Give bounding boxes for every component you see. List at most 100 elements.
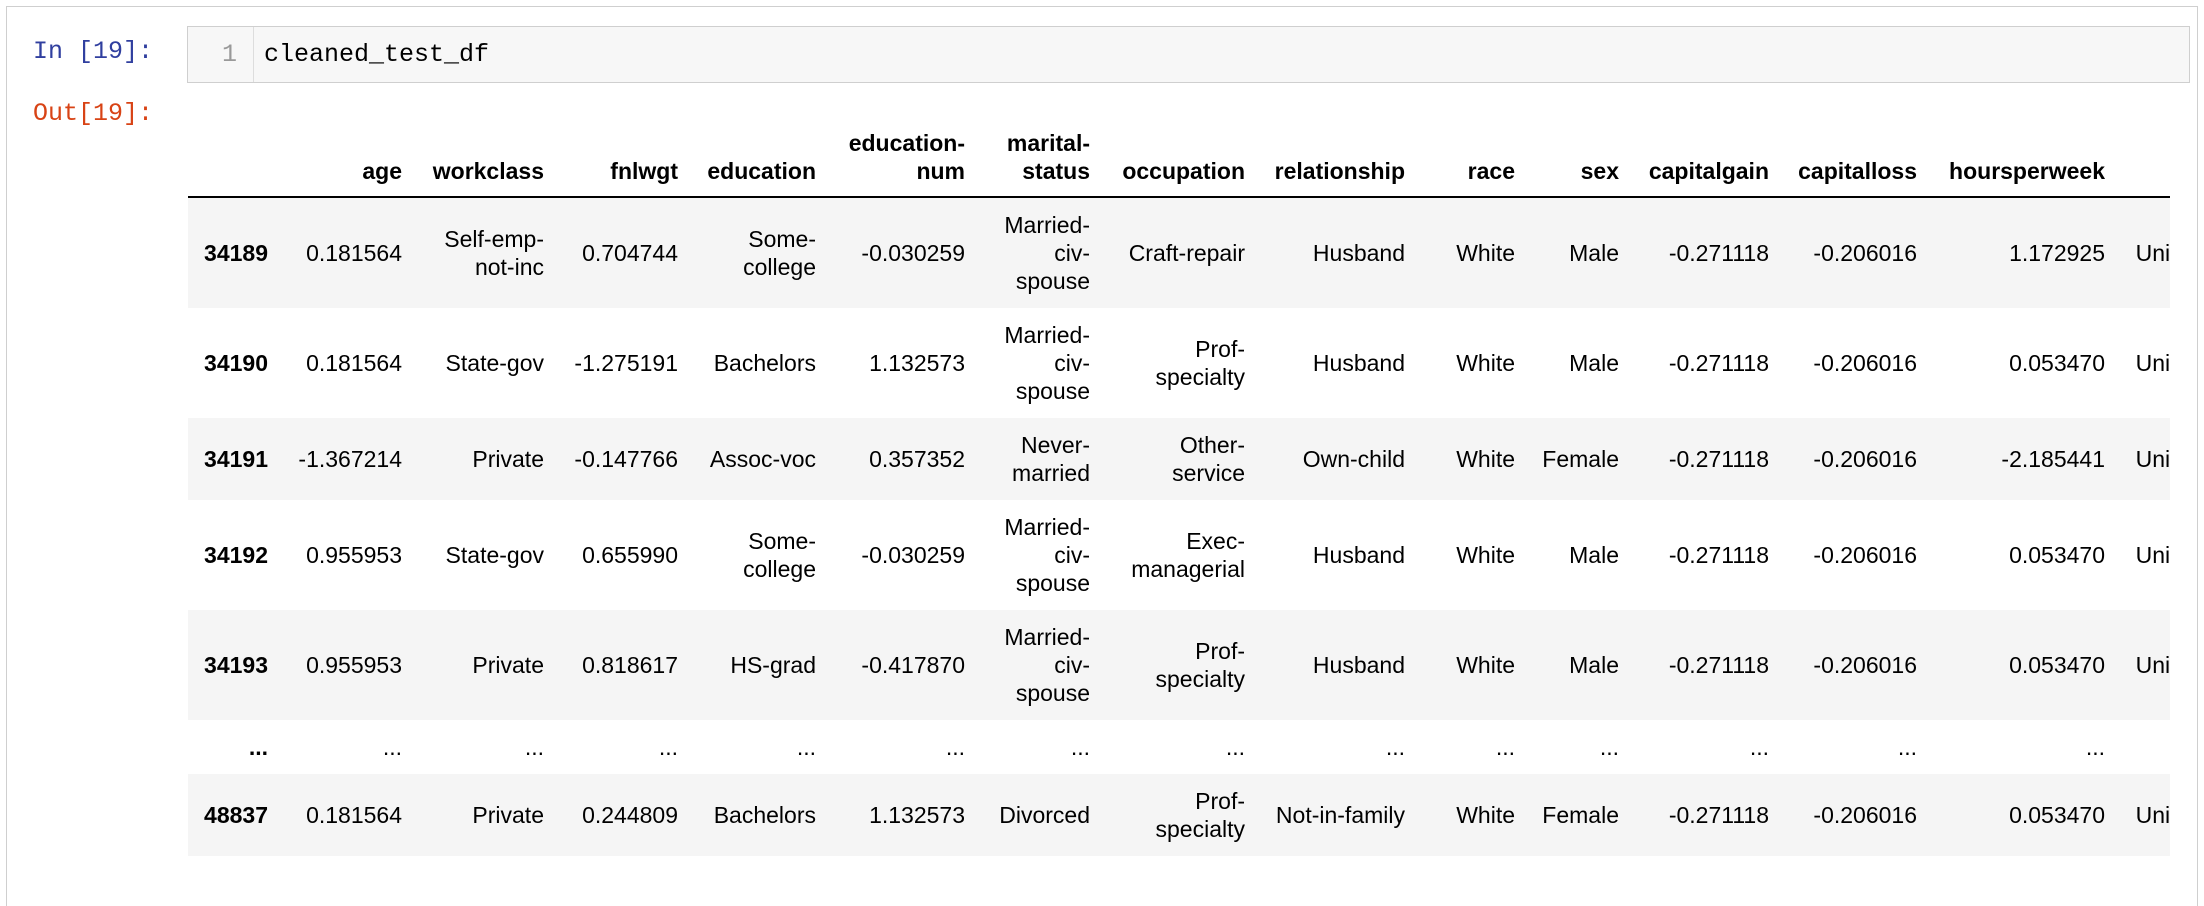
table-cell: 0.053470	[2009, 802, 2105, 828]
table-cell: Male	[1569, 652, 1619, 678]
table-cell: United-States	[2135, 652, 2170, 678]
table-cell: Female	[1542, 446, 1619, 472]
table-row: 34193 0.955953 Private 0.818617 HS-grad -0.41…	[188, 610, 2170, 720]
column-header: sex	[1528, 118, 1632, 198]
table-cell: 0.181564	[306, 802, 402, 828]
table-cell: ...	[796, 734, 816, 760]
table-cell: Male	[1569, 240, 1619, 266]
table-cell: Prof-specialty	[1155, 788, 1245, 842]
table-cell: 0.053470	[2009, 542, 2105, 568]
table-cell: White	[1456, 446, 1515, 472]
column-header: education	[691, 118, 829, 198]
table-cell: Private	[472, 652, 544, 678]
table-cell: Prof-specialty	[1155, 638, 1245, 692]
column-header: occupation	[1103, 118, 1258, 198]
header-row: age workclass fnlwgt education education-num…	[188, 118, 2170, 198]
table-cell: 1.172925	[2009, 240, 2105, 266]
column-header: relationship	[1258, 118, 1418, 198]
table-cell: Bachelors	[713, 802, 816, 828]
table-cell: ...	[658, 734, 678, 760]
table-row: 34192 0.955953 State-gov 0.655990 Some-colle…	[188, 500, 2170, 610]
table-cell: -0.206016	[1813, 802, 1917, 828]
table-row: 48837 0.181564 Private 0.244809 Bachelors 1.1…	[188, 774, 2170, 856]
table-cell: Some-college	[743, 226, 816, 280]
table-cell: -1.275191	[574, 350, 678, 376]
table-cell: ...	[1385, 734, 1405, 760]
table-cell: Husband	[1312, 240, 1405, 266]
table-cell: 0.181564	[306, 240, 402, 266]
table-cell: Husband	[1312, 542, 1405, 568]
table-cell: United-States	[2135, 802, 2170, 828]
table-cell: ...	[1070, 734, 1090, 760]
table-cell: 0.357352	[869, 446, 965, 472]
table-row: 34190 0.181564 State-gov -1.275191 Bachelors…	[188, 308, 2170, 418]
table-cell: -0.271118	[1668, 542, 1769, 568]
table-row: ........................................…	[188, 720, 2170, 774]
column-header: marital-status	[978, 118, 1103, 198]
table-cell: -0.206016	[1813, 542, 1917, 568]
table-cell: 1.132573	[869, 802, 965, 828]
table-cell: Own-child	[1302, 446, 1405, 472]
table-cell: Married-civ-spouse	[1004, 322, 1090, 404]
table-cell: 0.955953	[306, 652, 402, 678]
column-header: capitalgain	[1632, 118, 1782, 198]
table-cell: Married-civ-spouse	[1004, 514, 1090, 596]
table-cell: Never-married	[1012, 432, 1090, 486]
table-cell: -0.417870	[861, 652, 965, 678]
table-cell: Divorced	[999, 802, 1090, 828]
column-header: age	[281, 118, 415, 198]
table-cell: ...	[1599, 734, 1619, 760]
table-cell: -0.206016	[1813, 652, 1917, 678]
table-cell: Bachelors	[713, 350, 816, 376]
table-cell: HS-grad	[730, 652, 816, 678]
table-cell: 0.655990	[582, 542, 678, 568]
table-cell: -0.271118	[1668, 802, 1769, 828]
table-cell: -0.206016	[1813, 240, 1917, 266]
table-cell: -0.271118	[1668, 240, 1769, 266]
column-header: education-num	[829, 118, 978, 198]
output-area: age workclass fnlwgt education education-num…	[188, 118, 2170, 878]
table-cell: ...	[1897, 734, 1917, 760]
code-text[interactable]: cleaned_test_df	[264, 40, 490, 69]
code-editor[interactable]: 1 cleaned_test_df	[187, 26, 2190, 83]
table-cell: ...	[382, 734, 402, 760]
table-cell: United-States	[2135, 542, 2170, 568]
column-header: fnlwgt	[557, 118, 691, 198]
table-cell: 0.955953	[306, 542, 402, 568]
column-header: hoursperweek	[1930, 118, 2118, 198]
line-number: 1	[188, 27, 254, 82]
table-cell: Married-civ-spouse	[1004, 212, 1090, 294]
table-cell: -0.147766	[574, 446, 678, 472]
input-prompt: In [19]:	[33, 37, 154, 66]
column-header: workclass	[415, 118, 557, 198]
table-cell: 0.181564	[306, 350, 402, 376]
table-cell: ...	[1225, 734, 1245, 760]
table-cell: Assoc-voc	[709, 446, 816, 472]
table-cell: -0.030259	[861, 240, 965, 266]
table-cell: United-States	[2135, 350, 2170, 376]
row-index: 34190	[204, 350, 268, 376]
table-cell: Craft-repair	[1128, 240, 1245, 266]
column-header: native-country	[2118, 118, 2170, 198]
table-cell: ...	[2085, 734, 2105, 760]
table-cell: -0.206016	[1813, 446, 1917, 472]
table-cell: 0.244809	[582, 802, 678, 828]
table-cell: Other-service	[1172, 432, 1245, 486]
table-cell: White	[1456, 350, 1515, 376]
table-cell: -0.030259	[861, 542, 965, 568]
table-cell: -0.206016	[1813, 350, 1917, 376]
table-cell: -0.271118	[1668, 446, 1769, 472]
table-cell: Male	[1569, 350, 1619, 376]
table-cell: Male	[1569, 542, 1619, 568]
table-cell: White	[1456, 802, 1515, 828]
table-cell: United-States	[2135, 240, 2170, 266]
table-cell: Married-civ-spouse	[1004, 624, 1090, 706]
table-cell: ...	[2118, 720, 2170, 774]
row-index: 34193	[204, 652, 268, 678]
table-cell: 0.053470	[2009, 350, 2105, 376]
table-cell: ...	[1749, 734, 1769, 760]
table-cell: Private	[472, 446, 544, 472]
output-prompt: Out[19]:	[33, 99, 154, 128]
table-cell: White	[1456, 542, 1515, 568]
table-cell: Husband	[1312, 350, 1405, 376]
